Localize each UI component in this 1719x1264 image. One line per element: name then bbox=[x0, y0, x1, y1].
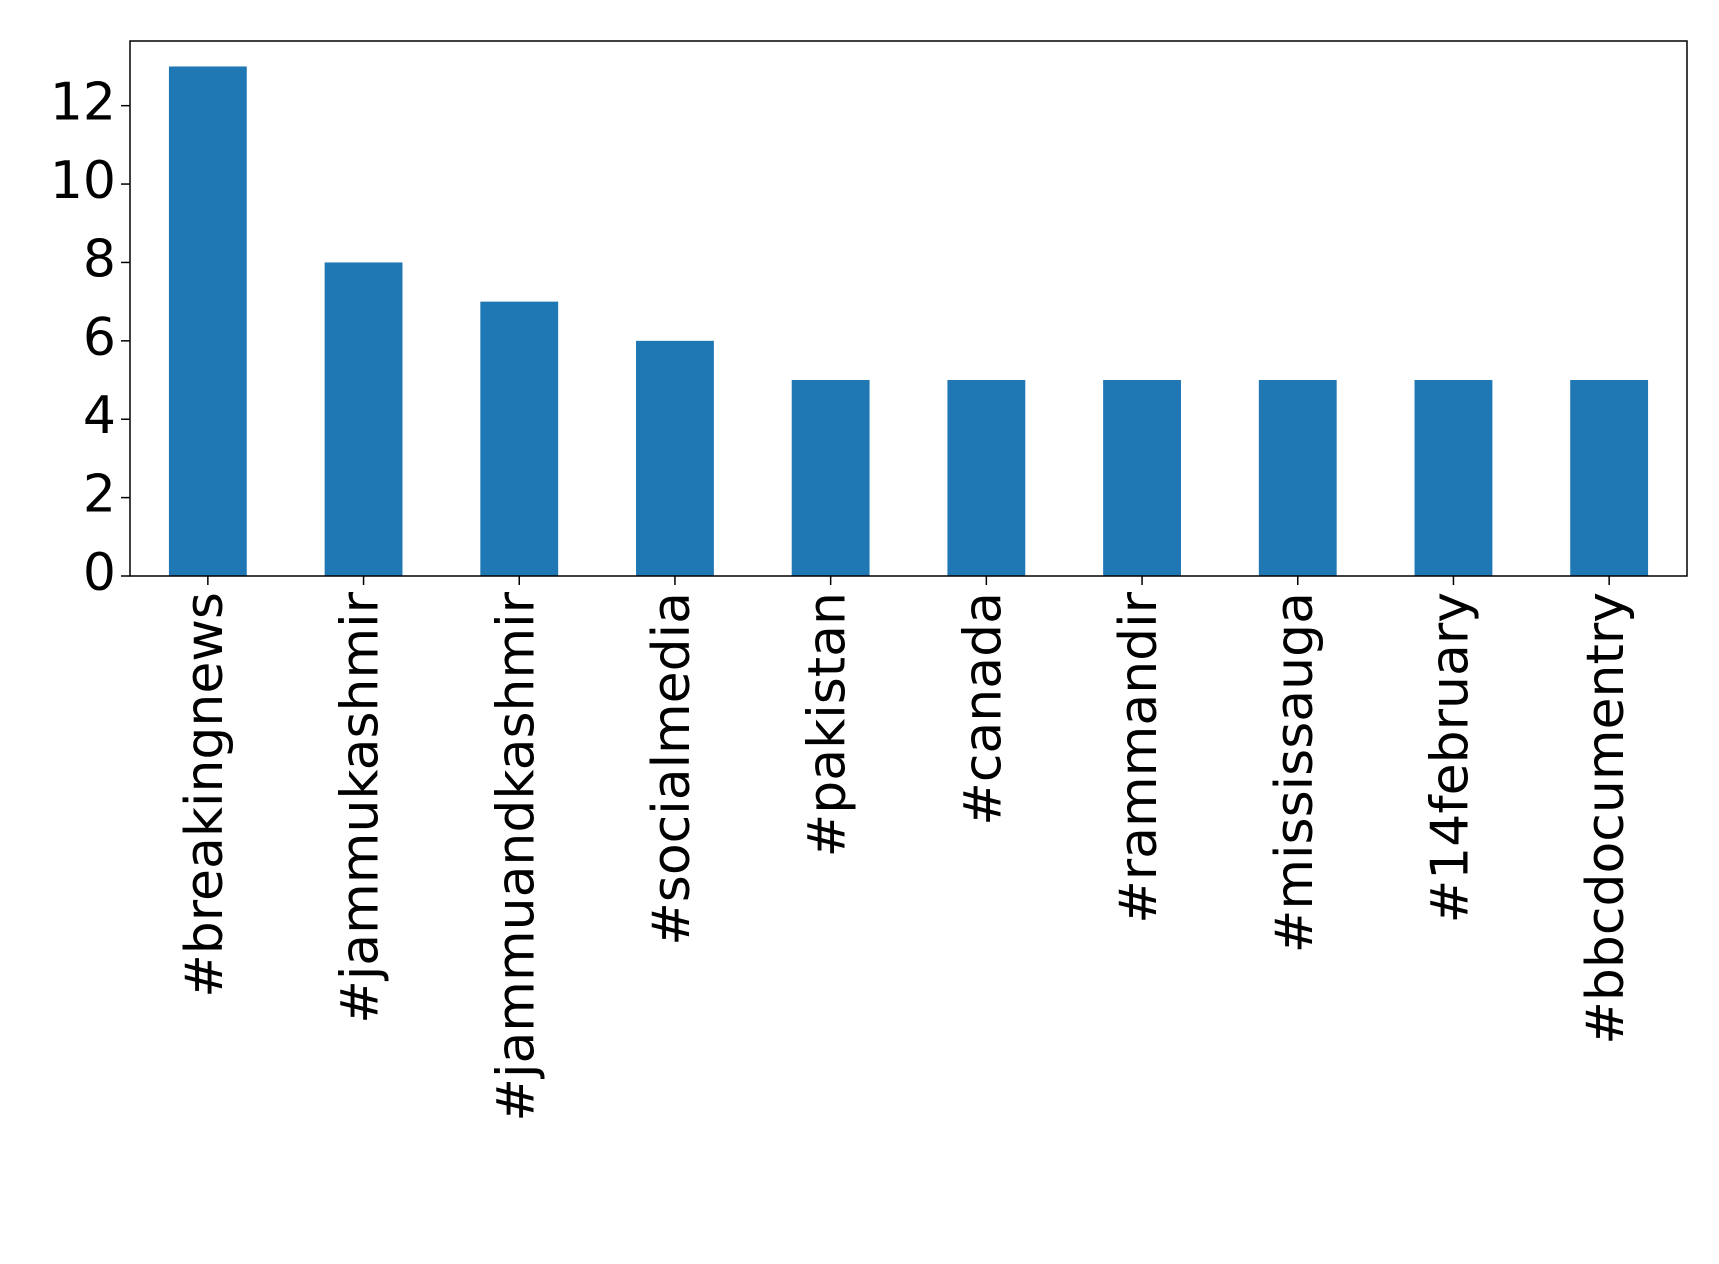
y-tick-label: 8 bbox=[83, 229, 116, 289]
x-tick-label: #jammukashmir bbox=[331, 591, 391, 1023]
plot-frame bbox=[129, 40, 1688, 577]
y-tick-label: 2 bbox=[83, 465, 116, 525]
bar bbox=[947, 380, 1026, 576]
bar bbox=[324, 262, 403, 576]
bar bbox=[1258, 380, 1337, 576]
bar bbox=[1103, 380, 1181, 576]
x-tick-label: #socialmedia bbox=[642, 592, 702, 946]
bar bbox=[480, 301, 559, 576]
bar bbox=[636, 340, 714, 576]
x-tick-label: #14february bbox=[1420, 592, 1480, 923]
x-tick-label: #bbcdocumentry bbox=[1576, 592, 1636, 1045]
y-tick-label: 0 bbox=[83, 543, 116, 603]
y-tick-label: 4 bbox=[83, 386, 116, 446]
x-tick-label: #canada bbox=[953, 592, 1013, 826]
x-tick-label: #pakistan bbox=[798, 592, 858, 857]
bar bbox=[1570, 380, 1649, 576]
x-tick-label: #jammuandkashmir bbox=[486, 591, 546, 1121]
bar bbox=[168, 66, 247, 576]
bar bbox=[791, 380, 870, 576]
y-tick-label: 6 bbox=[83, 308, 116, 368]
y-tick-label: 12 bbox=[50, 73, 116, 133]
x-tick-label: #breakingnews bbox=[175, 592, 235, 998]
x-tick-label: #mississauga bbox=[1265, 592, 1325, 953]
y-tick-label: 10 bbox=[50, 151, 116, 211]
x-tick-label: #rammandir bbox=[1109, 591, 1169, 923]
bar bbox=[1414, 380, 1493, 576]
